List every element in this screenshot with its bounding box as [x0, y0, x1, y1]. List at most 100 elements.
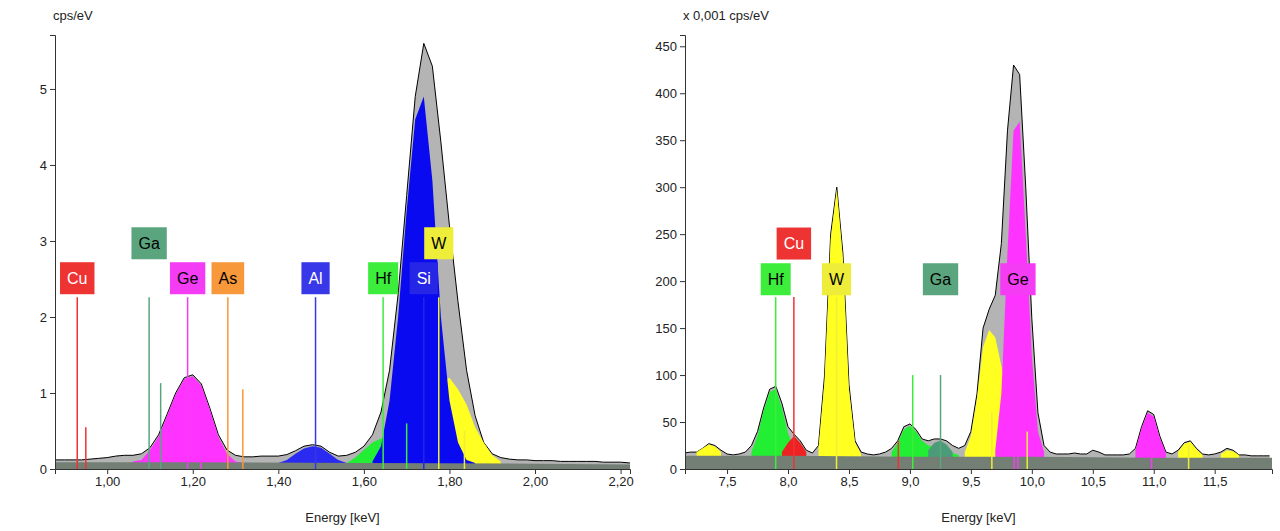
x-axis-title: Energy [keV]	[941, 510, 1015, 525]
spectrum-area	[818, 189, 861, 469]
x-tick-label: 9,0	[901, 474, 919, 489]
y-tick-mark	[50, 317, 55, 318]
element-line-marker	[382, 297, 384, 469]
y-tick: 50	[663, 415, 685, 430]
element-label-box	[424, 227, 453, 259]
y-tick-mark	[680, 469, 685, 470]
element-line-marker	[200, 454, 202, 469]
x-tick-label: 10,5	[1081, 474, 1106, 489]
y-tick-mark	[680, 187, 685, 188]
element-label-box	[761, 263, 791, 295]
x-axis: 7,58,08,59,09,510,010,511,011,5	[686, 469, 1273, 489]
spectrum-area	[56, 462, 630, 469]
element-line-marker	[898, 441, 900, 469]
y-axis-line	[50, 36, 56, 470]
y-tick-mark	[50, 469, 55, 470]
element-label-box	[368, 262, 398, 294]
y-tick: 200	[655, 274, 685, 289]
y-tick-label: 200	[655, 274, 677, 289]
y-tick-mark	[680, 281, 685, 282]
element-label: Ge	[1000, 263, 1035, 295]
element-line-marker	[315, 297, 317, 469]
y-tick-mark	[50, 165, 55, 166]
element-line-marker	[227, 297, 229, 469]
spectrum-area	[995, 121, 1044, 469]
element-label: Ge	[170, 262, 205, 294]
element-label-box	[410, 262, 438, 294]
element-label-box	[212, 262, 245, 294]
y-tick-label: 0	[670, 462, 677, 477]
element-label-text: W	[431, 235, 447, 252]
plot-area	[56, 43, 630, 469]
x-tick-label: 1,60	[352, 474, 377, 489]
element-line-marker	[1026, 431, 1028, 469]
x-tick: 1,80	[437, 469, 462, 489]
element-line-marker	[1188, 446, 1190, 469]
element-label-text: Ga	[930, 271, 951, 288]
y-axis-title: x 0,001 cps/eV	[683, 8, 769, 23]
x-tick-label: 10,0	[1020, 474, 1045, 489]
y-tick-label: 300	[655, 180, 677, 195]
x-tick-label: 7,5	[719, 474, 737, 489]
element-label: Hf	[761, 263, 791, 295]
y-axis: 012345	[40, 36, 56, 477]
element-line-marker	[438, 297, 440, 469]
y-tick: 350	[655, 133, 685, 148]
y-tick: 250	[655, 227, 685, 242]
element-label-box	[777, 228, 811, 260]
element-label: As	[212, 262, 245, 294]
y-tick-label: 2	[40, 310, 47, 325]
element-label-box	[822, 263, 851, 295]
element-label-text: W	[829, 271, 845, 288]
chart: 1,001,201,401,601,802,002,20012345cps/eV…	[40, 8, 638, 525]
x-tick: 1,00	[95, 469, 120, 489]
y-tick: 0	[670, 462, 685, 477]
x-tick: 2,00	[523, 469, 548, 489]
chart: 7,58,08,59,09,510,010,511,011,5050100150…	[655, 8, 1272, 525]
y-tick-mark	[680, 328, 685, 329]
y-tick-label: 4	[40, 158, 47, 173]
element-label-box	[60, 262, 94, 294]
x-tick: 9,5	[962, 469, 980, 489]
element-line-marker	[76, 297, 78, 469]
spectrum-area	[56, 43, 630, 469]
element-label-text: Ge	[1007, 271, 1028, 288]
y-tick-label: 100	[655, 368, 677, 383]
y-tick-label: 250	[655, 227, 677, 242]
y-tick-mark	[680, 422, 685, 423]
y-tick: 400	[655, 86, 685, 101]
element-label: Cu	[777, 228, 811, 260]
y-tick-mark	[680, 234, 685, 235]
x-tick-label: 1,20	[181, 474, 206, 489]
y-tick: 0	[40, 462, 55, 477]
element-label-text: Ga	[138, 235, 159, 252]
y-tick-label: 5	[40, 82, 47, 97]
x-tick: 1,20	[181, 469, 206, 489]
element-label: Si	[410, 262, 438, 294]
element-line-marker	[423, 297, 425, 469]
element-line-marker	[775, 297, 777, 469]
spectrum-area	[372, 97, 475, 469]
y-tick: 150	[655, 321, 685, 336]
element-line-marker	[1013, 375, 1015, 469]
x-tick: 9,0	[901, 469, 919, 489]
y-tick-label: 350	[655, 133, 677, 148]
x-tick: 10,0	[1020, 469, 1045, 489]
element-label: Ga	[131, 227, 166, 259]
y-axis-title: cps/eV	[53, 8, 93, 23]
spectrum-outline	[56, 43, 630, 463]
y-tick: 2	[40, 310, 55, 325]
element-label-text: Cu	[784, 235, 804, 252]
y-tick-label: 450	[655, 39, 677, 54]
x-tick: 1,40	[266, 469, 291, 489]
element-label-text: Ge	[177, 270, 198, 287]
x-tick: 1,60	[352, 469, 377, 489]
x-tick-label: 1,40	[266, 474, 291, 489]
x-tick-label: 8,0	[779, 474, 797, 489]
x-tick: 8,0	[779, 469, 797, 489]
x-tick: 10,5	[1081, 469, 1106, 489]
element-line-marker	[187, 297, 189, 469]
element-line-marker	[160, 383, 162, 469]
y-tick-mark	[680, 140, 685, 141]
element-label-box	[170, 262, 205, 294]
